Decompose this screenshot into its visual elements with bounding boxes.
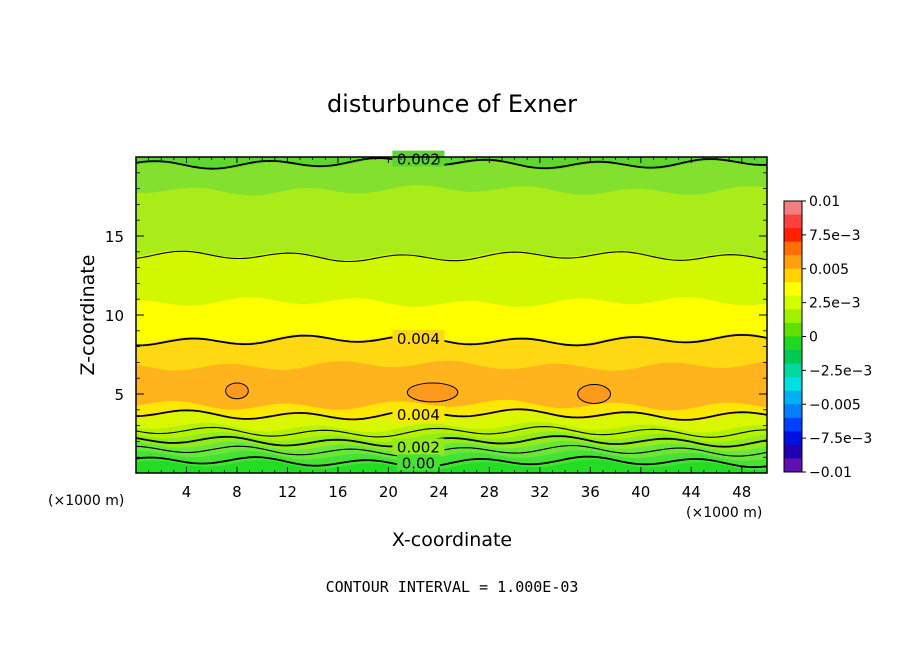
contour-label-bg — [397, 454, 440, 471]
contour-line-0 — [136, 455, 767, 469]
colorbar-swatch — [784, 255, 802, 270]
colorbar-swatch — [784, 282, 802, 297]
contour-label-bg — [392, 438, 445, 455]
contour-label-bg — [392, 150, 445, 167]
colorbar-swatch — [784, 431, 802, 446]
contour-line-1 — [136, 444, 767, 457]
colorbar-swatch — [784, 404, 802, 419]
colorbar-label: −2.5e−3 — [809, 363, 872, 379]
contour-line-3 — [136, 426, 767, 438]
x-tick-label: 20 — [379, 483, 398, 501]
y-axis-ticks: 5 10 15 — [105, 172, 767, 458]
y-tick-label: 15 — [105, 228, 124, 246]
colorbar-swatch — [784, 268, 802, 283]
colorbar-swatch — [784, 336, 802, 351]
colorbar-swatch — [784, 228, 802, 243]
contour-line-2 — [136, 435, 767, 448]
contour-line-6 — [136, 250, 767, 263]
x-tick-label: 8 — [232, 483, 242, 501]
colorbar-swatch — [784, 201, 802, 216]
colorbar-swatch — [784, 241, 802, 256]
colorbar-swatch — [784, 458, 802, 473]
colorbar-swatch — [784, 444, 802, 459]
contour-label: 0.002 — [397, 151, 440, 169]
contour-line-4 — [136, 408, 767, 421]
colorbar-swatch — [784, 417, 802, 432]
colorbar-swatch — [784, 363, 802, 378]
colorbar: 0.01 7.5e−3 0.005 2.5e−3 0 −2.5e−3 −0.005 −7.5e… — [783, 194, 872, 481]
colorbar-label: −0.01 — [809, 465, 852, 481]
x-axis-ticks: 4 8 12 16 20 24 28 32 36 40 44 48 — [148, 157, 755, 501]
colorbar-swatch — [784, 214, 802, 229]
contour-band-12 — [136, 157, 767, 196]
colorbar-label: 7.5e−3 — [809, 228, 861, 244]
colorbar-swatch — [784, 350, 802, 365]
z-unit-label: (×1000 m) — [48, 493, 124, 509]
colorbar-label: −7.5e−3 — [809, 431, 872, 447]
y-tick-label: 10 — [105, 307, 124, 325]
contour-interval-footer: CONTOUR INTERVAL = 1.000E-03 — [326, 578, 579, 596]
colorbar-swatch — [784, 390, 802, 405]
colorbar-swatch — [784, 295, 802, 310]
contour-label: 0.004 — [397, 406, 440, 424]
contour-label-bg — [392, 330, 445, 347]
y-tick-label: 5 — [114, 386, 124, 404]
contour-label: 0.004 — [397, 330, 440, 348]
x-axis-label: X-coordinate — [392, 529, 512, 551]
closed-contour-0 — [225, 382, 249, 400]
colorbar-swatch — [784, 322, 802, 337]
x-tick-label: 12 — [278, 483, 297, 501]
x-tick-label: 32 — [530, 483, 549, 501]
x-tick-label: 36 — [581, 483, 600, 501]
closed-contour-1 — [406, 382, 459, 403]
colorbar-label: 2.5e−3 — [809, 296, 861, 312]
contour-lines — [136, 157, 767, 469]
contour-line-7 — [136, 157, 767, 170]
x-unit-label: (×1000 m) — [686, 505, 762, 521]
contour-label-bg — [392, 405, 445, 422]
chart-title: disturbunce of Exner — [327, 90, 577, 118]
x-tick-label: 44 — [682, 483, 701, 501]
colorbar-label: 0.005 — [809, 262, 849, 278]
contour-line-5 — [136, 333, 767, 347]
contour-fill-area — [136, 157, 767, 473]
colorbar-swatch — [784, 309, 802, 324]
colorbar-label: −0.005 — [809, 397, 861, 413]
x-tick-label: 48 — [732, 483, 751, 501]
closed-contour-2 — [577, 384, 612, 404]
x-tick-label: 24 — [429, 483, 448, 501]
x-tick-label: 16 — [328, 483, 347, 501]
y-axis-label: Z-coordinate — [77, 255, 99, 376]
x-tick-label: 4 — [182, 483, 192, 501]
x-tick-label: 40 — [631, 483, 650, 501]
colorbar-label: 0.01 — [809, 194, 840, 210]
colorbar-swatch — [784, 377, 802, 392]
x-tick-label: 28 — [480, 483, 499, 501]
contour-label: 0.00 — [402, 454, 435, 472]
colorbar-label: 0 — [809, 330, 818, 346]
contour-label: 0.002 — [397, 438, 440, 456]
